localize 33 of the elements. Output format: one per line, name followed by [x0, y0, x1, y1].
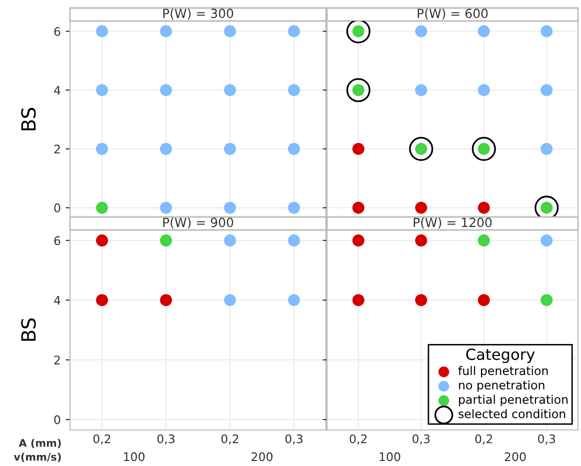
- x-tick-label: 0,3: [538, 434, 556, 445]
- x-tick-label: 0,2: [93, 434, 110, 445]
- y-axis-title: BS: [21, 108, 36, 130]
- y-axis-title: BS: [21, 318, 36, 341]
- y-tick-label: 2: [54, 144, 60, 154]
- text: A (mm): [18, 438, 61, 448]
- y-tick-label: 4: [54, 296, 60, 305]
- chart-title: P(W) = 1200: [414, 217, 492, 229]
- x-tick-label: 0,2: [475, 434, 492, 445]
- x-tick-label: 0,2: [350, 434, 367, 445]
- x-tick-label: 0,3: [412, 434, 430, 445]
- legend-title: Category: [466, 348, 535, 364]
- text: v(mm/s): [14, 452, 61, 462]
- y-tick-label: 6: [54, 27, 60, 36]
- legend-label: selected condition: [458, 409, 566, 418]
- legend-label: partial penetration: [459, 394, 568, 406]
- y-tick-label: 0: [54, 203, 60, 212]
- chart-title: P(W) = 900: [163, 217, 234, 229]
- text: 100: [124, 452, 144, 462]
- x-tick-label: 0,3: [285, 434, 302, 445]
- text: 200: [504, 452, 526, 462]
- chart-title: P(W) = 300: [163, 8, 234, 20]
- text: 200: [252, 452, 272, 462]
- y-tick-label: 6: [54, 236, 60, 246]
- y-tick-label: 4: [54, 86, 60, 95]
- text: 100: [380, 452, 400, 462]
- x-tick-label: 0,2: [221, 434, 238, 445]
- legend-label: full penetration: [458, 366, 548, 378]
- x-tick-label: 0,3: [157, 434, 174, 445]
- chart-title: P(W) = 600: [418, 8, 488, 20]
- legend-label: no penetration: [459, 380, 544, 392]
- y-tick-label: 2: [54, 356, 60, 364]
- y-tick-label: 0: [54, 415, 60, 424]
